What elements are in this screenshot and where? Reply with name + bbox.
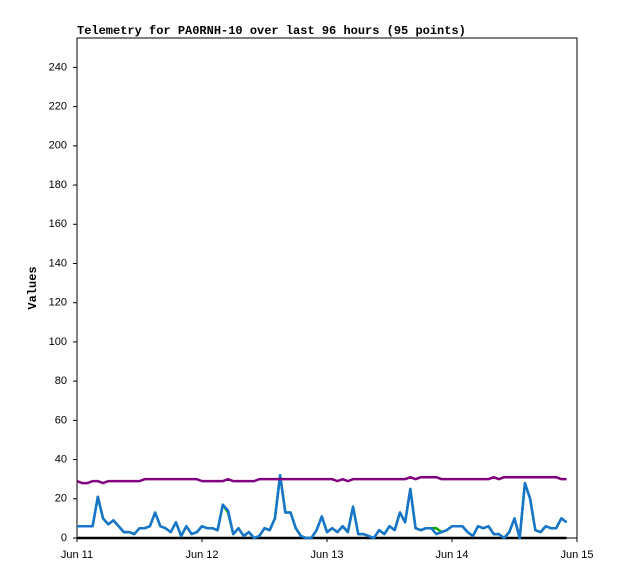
- y-tick-label: 180: [49, 179, 67, 191]
- series-line: [76, 475, 567, 485]
- x-tick-label: Jun 13: [310, 549, 343, 561]
- y-axis-label: Values: [26, 266, 40, 309]
- x-tick-label: Jun 12: [185, 549, 218, 561]
- y-tick-label: 20: [55, 493, 67, 505]
- y-tick-label: 160: [49, 218, 67, 230]
- series-line: [77, 474, 568, 540]
- chart-title: Telemetry for PA0RNH-10 over last 96 hou…: [77, 24, 466, 38]
- series-line: [77, 474, 568, 540]
- y-tick-label: 120: [49, 297, 67, 309]
- y-tick-label: 220: [49, 101, 67, 113]
- y-tick-label: 240: [49, 61, 67, 73]
- y-tick-label: 100: [49, 336, 67, 348]
- plot-frame: [76, 37, 578, 539]
- y-tick-label: 200: [49, 140, 67, 152]
- y-tick-label: 80: [55, 375, 67, 387]
- y-tick-label: 60: [55, 414, 67, 426]
- x-tick-label: Jun 15: [560, 549, 593, 561]
- y-tick-label: 40: [55, 453, 67, 465]
- y-tick-label: 140: [49, 257, 67, 269]
- y-tick-label: 0: [61, 532, 67, 544]
- x-tick-label: Jun 11: [61, 549, 93, 561]
- x-tick-label: Jun 14: [435, 549, 468, 561]
